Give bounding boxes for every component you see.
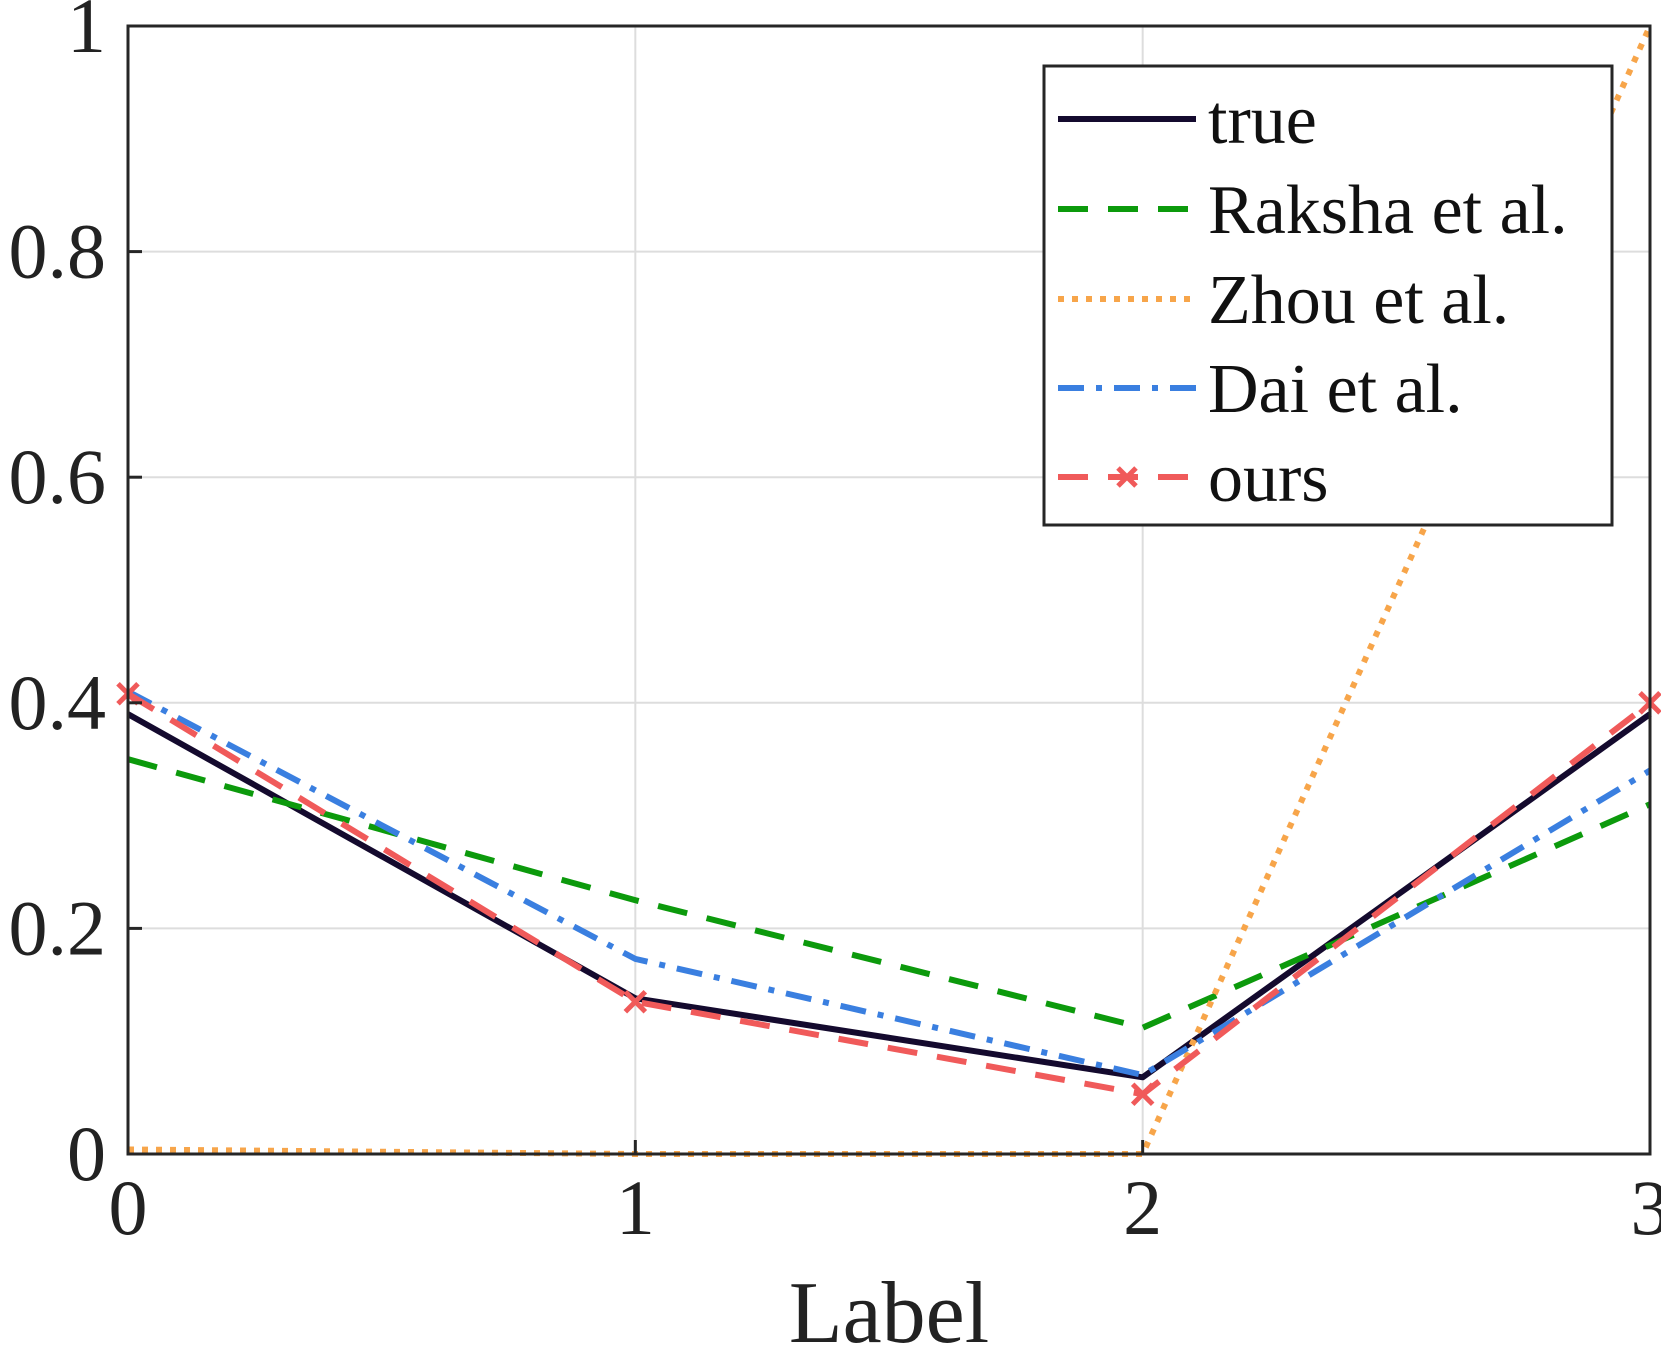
x-tick-label: 0 — [109, 1164, 148, 1251]
legend-entry: true — [1058, 82, 1317, 159]
series-line-ours — [126, 691, 1652, 1098]
series-line-raksha-et-al — [127, 756, 1652, 1031]
axis-ticks: 0 1 2 3 0 0.2 0.4 0.6 0.8 1 — [9, 0, 1661, 1251]
x-marker — [623, 989, 648, 1014]
series-line-true — [126, 711, 1652, 1081]
y-tick-label: 1 — [67, 0, 106, 69]
legend-label: Zhou et al. — [1208, 262, 1509, 339]
x-tick-label: 2 — [1123, 1164, 1162, 1251]
x-marker — [1130, 1082, 1155, 1106]
y-tick-label: 0.6 — [9, 433, 107, 520]
series-line-dai-et-al — [126, 688, 1652, 1078]
x-tick-label: 3 — [1631, 1164, 1661, 1251]
legend-box — [1042, 64, 1614, 527]
axes-frame — [126, 24, 1652, 1156]
legend-entry: ours — [1058, 440, 1329, 517]
legend-label: ours — [1208, 440, 1329, 517]
legend-entry: Dai et al. — [1058, 351, 1463, 428]
y-tick-label: 0.2 — [9, 884, 107, 971]
y-tick-label: 0 — [67, 1110, 106, 1197]
legend: true Raksha et al. Zhou et al. Dai et al. ou… — [1042, 64, 1614, 527]
y-tick-label: 0.8 — [9, 208, 107, 295]
x-marker — [1116, 466, 1138, 488]
legend-entry: Zhou et al. — [1058, 262, 1509, 339]
x-tick-label: 1 — [616, 1164, 655, 1251]
legend-label: Dai et al. — [1208, 351, 1463, 428]
legend-entry: Raksha et al. — [1058, 172, 1568, 249]
x-axis-label: Label — [789, 1265, 989, 1362]
legend-label: true — [1208, 82, 1317, 159]
y-tick-label: 0.4 — [9, 659, 107, 746]
legend-label: Raksha et al. — [1208, 172, 1568, 249]
